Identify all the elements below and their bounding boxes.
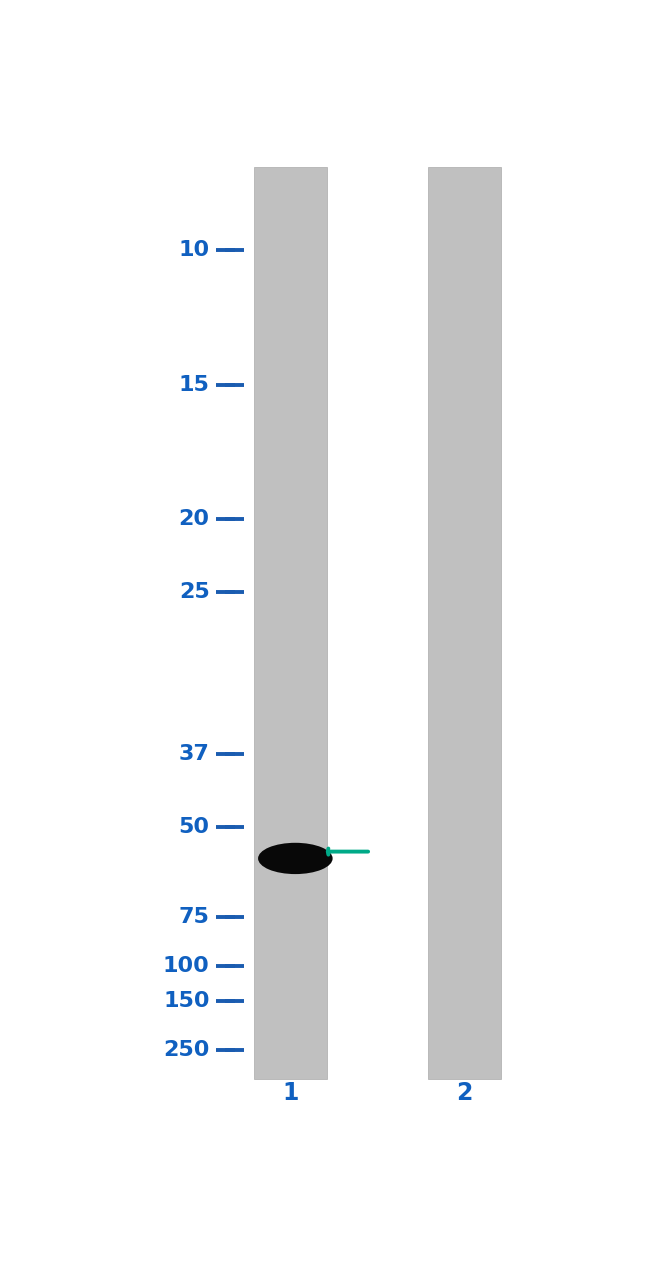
Text: 25: 25 xyxy=(179,583,210,602)
Text: 10: 10 xyxy=(179,240,210,260)
Text: 37: 37 xyxy=(179,744,210,763)
Text: 100: 100 xyxy=(163,956,210,977)
Text: 250: 250 xyxy=(163,1040,210,1060)
Text: 50: 50 xyxy=(179,817,210,837)
Text: 1: 1 xyxy=(282,1081,298,1105)
Text: 150: 150 xyxy=(163,991,210,1011)
Bar xyxy=(254,168,327,1080)
Text: 20: 20 xyxy=(179,509,210,530)
Text: 75: 75 xyxy=(179,907,210,927)
Ellipse shape xyxy=(266,846,307,864)
Text: 2: 2 xyxy=(456,1081,473,1105)
Bar xyxy=(428,168,501,1080)
Text: 15: 15 xyxy=(179,375,210,395)
Ellipse shape xyxy=(258,843,333,874)
